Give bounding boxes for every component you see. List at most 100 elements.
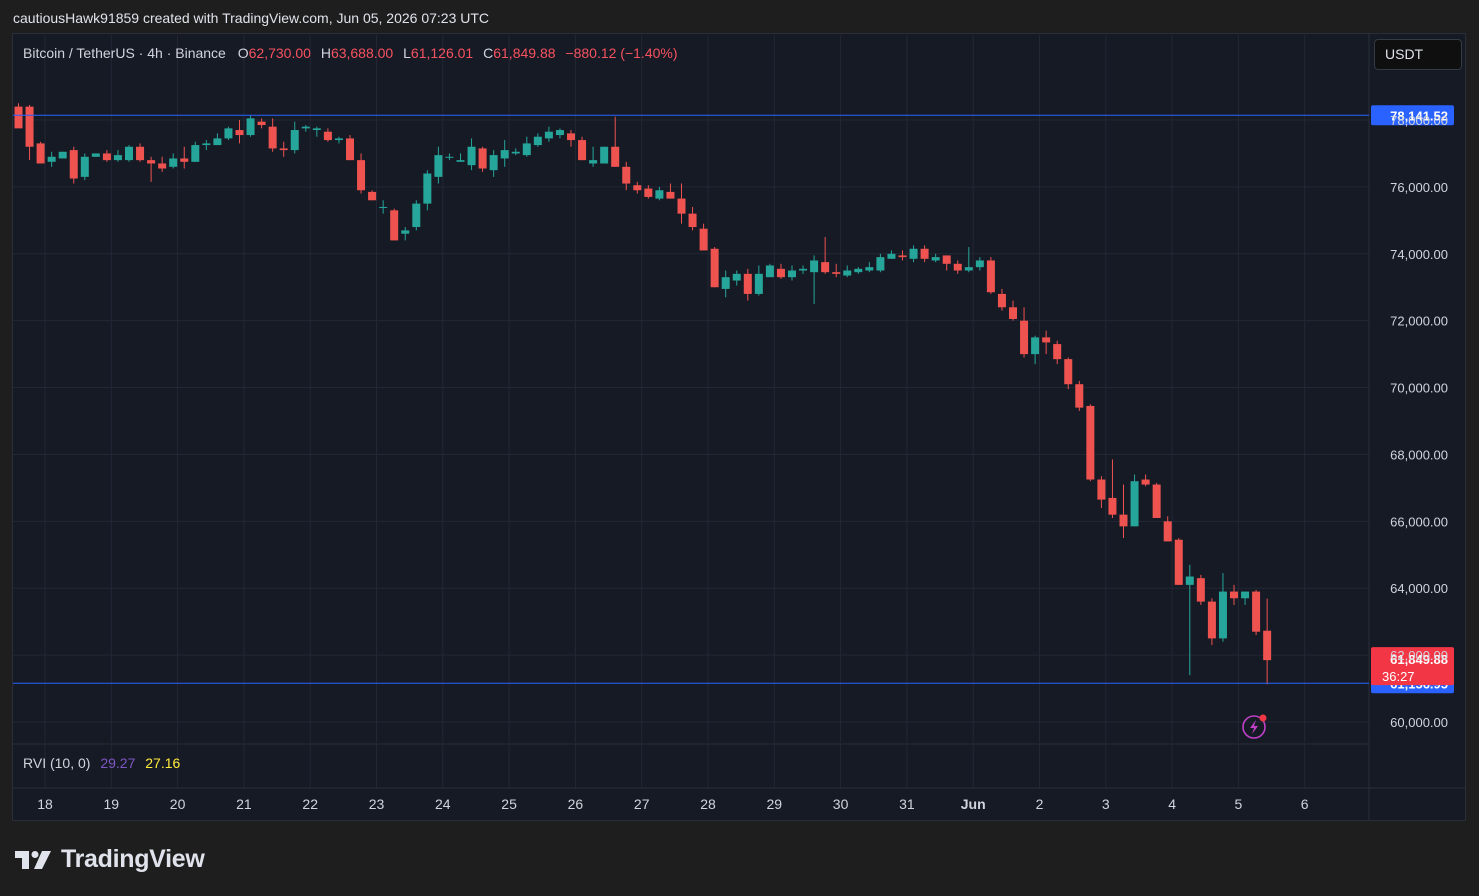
- candle-body: [732, 273, 741, 281]
- rvi-indicator-legend[interactable]: RVI (10, 0) 29.27 27.16: [23, 755, 180, 771]
- candle-body: [246, 118, 255, 136]
- candle-body: [1042, 337, 1051, 343]
- candle-body: [876, 257, 885, 271]
- candle: [754, 265, 763, 296]
- high-label: H: [320, 45, 331, 61]
- candle: [246, 114, 255, 137]
- candle: [1263, 598, 1272, 685]
- candle: [102, 150, 111, 162]
- candle: [58, 151, 67, 159]
- candle-body: [346, 138, 354, 161]
- candle: [47, 151, 56, 167]
- price-line-label: 78,141.52: [1390, 108, 1448, 123]
- candle-body: [1031, 337, 1040, 355]
- candle-body: [334, 138, 343, 141]
- x-tick-label: Jun: [961, 796, 986, 812]
- candle-body: [500, 150, 509, 159]
- candle-body: [1152, 484, 1161, 518]
- candle-body: [357, 160, 366, 191]
- candle-body: [611, 146, 620, 167]
- candle: [334, 136, 343, 144]
- candle-body: [1053, 344, 1062, 360]
- candle-body: [887, 253, 896, 259]
- candle: [1031, 335, 1040, 365]
- candle: [533, 133, 542, 147]
- lightning-icon-bolt: [1250, 720, 1258, 734]
- candle: [500, 140, 509, 167]
- x-tick-label: 22: [302, 796, 318, 812]
- candle: [567, 130, 575, 147]
- candle-body: [102, 153, 111, 161]
- symbol-description: Bitcoin / TetherUS · 4h · Binance: [23, 45, 226, 61]
- candle: [423, 170, 432, 211]
- candle: [1152, 482, 1161, 518]
- candle-body: [788, 270, 796, 278]
- chart-attribution: cautiousHawk91859 created with TradingVi…: [13, 10, 490, 26]
- candle-body: [58, 151, 67, 159]
- x-tick-label: 27: [634, 796, 650, 812]
- candle-body: [25, 106, 34, 147]
- candle: [169, 153, 178, 169]
- currency-selector-button[interactable]: USDT: [1374, 39, 1462, 70]
- candle: [180, 146, 189, 169]
- candle-body: [14, 106, 23, 129]
- candle: [368, 190, 377, 201]
- candle: [876, 253, 885, 273]
- candle-body: [1086, 405, 1095, 480]
- candle: [158, 156, 167, 172]
- candle: [1218, 573, 1227, 642]
- candle-body: [754, 273, 763, 294]
- x-tick-label: 18: [37, 796, 53, 812]
- candle: [301, 125, 310, 132]
- candle: [544, 126, 553, 142]
- candle-body: [1207, 601, 1216, 639]
- candle-body: [91, 153, 100, 157]
- candle: [147, 156, 156, 182]
- candle-body: [1119, 514, 1128, 527]
- candle-body: [799, 268, 808, 271]
- candle: [1196, 574, 1205, 605]
- candle: [964, 247, 973, 273]
- lightning-icon-ring: [1242, 715, 1266, 739]
- candle-body: [125, 146, 133, 161]
- candle-body: [1241, 591, 1250, 599]
- candle-body: [821, 262, 830, 273]
- candle: [1252, 589, 1261, 636]
- y-tick-label: 78,000.00: [1390, 113, 1448, 128]
- candle: [511, 148, 520, 156]
- x-tick-label: 19: [104, 796, 120, 812]
- candle: [644, 185, 653, 199]
- candle-body: [633, 185, 642, 191]
- candle: [346, 135, 354, 161]
- x-tick-label: 3: [1102, 796, 1110, 812]
- candle-body: [169, 158, 178, 167]
- candle: [1053, 340, 1062, 365]
- candle-body: [368, 191, 377, 201]
- candle-body: [1185, 576, 1194, 585]
- grid: [13, 34, 1465, 820]
- tradingview-brand[interactable]: TradingView: [15, 845, 205, 874]
- candle-body: [1174, 539, 1183, 585]
- candle: [80, 153, 89, 181]
- candle-body: [1196, 578, 1205, 602]
- candle: [688, 206, 697, 231]
- candle-body: [445, 156, 454, 158]
- x-tick-label: 24: [435, 796, 451, 812]
- candle: [1009, 300, 1017, 321]
- candle: [732, 270, 741, 286]
- candle-body: [1130, 481, 1139, 527]
- candle: [942, 255, 951, 271]
- candle: [1207, 598, 1216, 646]
- candle-body: [191, 145, 200, 162]
- candle-body: [136, 146, 145, 161]
- lightning-alert-icon[interactable]: [1242, 714, 1267, 739]
- candle-body: [843, 270, 852, 276]
- close-label: C: [483, 45, 494, 61]
- candle: [136, 143, 145, 162]
- low-value: 61,126.01: [410, 45, 474, 61]
- candle: [279, 141, 288, 157]
- candle-body: [1009, 307, 1017, 319]
